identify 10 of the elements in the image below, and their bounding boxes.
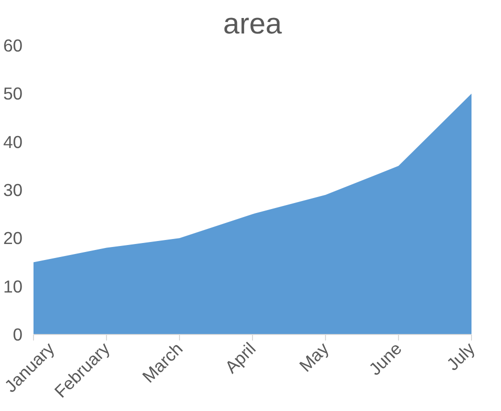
y-tick-label: 30	[3, 180, 23, 200]
x-tick-label: May	[295, 338, 333, 376]
x-tick-label: July	[442, 338, 479, 374]
y-tick-label: 10	[3, 276, 23, 296]
y-tick-label: 50	[3, 84, 23, 104]
chart-title: area	[223, 8, 283, 40]
y-tick-label: 0	[12, 324, 23, 344]
y-tick-label: 20	[3, 228, 23, 248]
y-tick-label: 60	[3, 36, 23, 56]
y-tick-label: 40	[3, 132, 23, 152]
